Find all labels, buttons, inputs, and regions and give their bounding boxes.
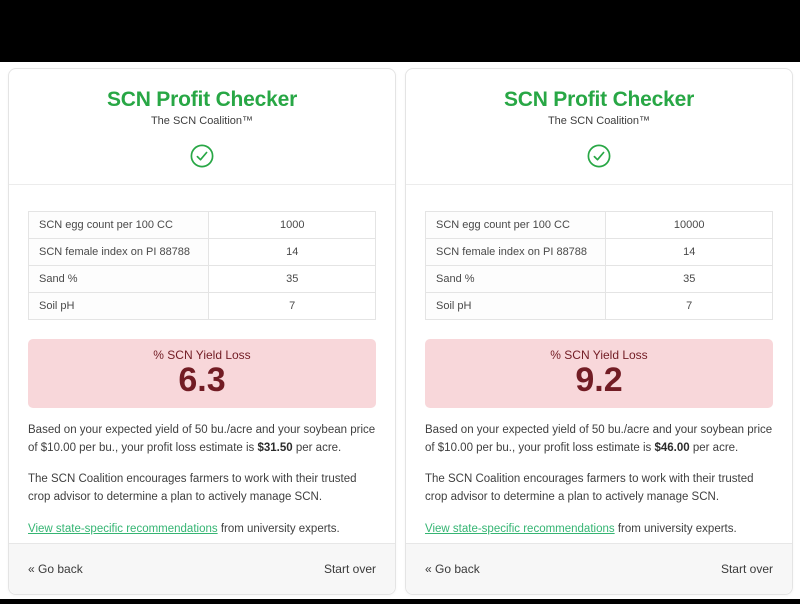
- table-row: SCN female index on PI 88788 14: [424, 238, 773, 266]
- input-value: 35: [208, 265, 376, 293]
- estimate-text-before: Based on your expected yield of 50 bu./a…: [425, 423, 773, 454]
- input-label: Sand %: [27, 265, 210, 293]
- table-row: Soil pH 7: [27, 292, 376, 320]
- scn-result-card-right: SCN Profit Checker The SCN Coalition™ SC…: [405, 68, 793, 595]
- inputs-table: SCN egg count per 100 CC 1000 SCN female…: [27, 211, 376, 320]
- subtitle: The SCN Coalition™: [150, 115, 254, 127]
- input-value: 1000: [208, 211, 376, 239]
- yield-loss-panel: % SCN Yield Loss 9.2: [425, 339, 773, 408]
- profit-loss-amount: $46.00: [654, 441, 690, 454]
- check-circle-icon: [416, 144, 782, 168]
- yield-loss-label: % SCN Yield Loss: [550, 348, 648, 362]
- card-body: SCN egg count per 100 CC 1000 SCN female…: [9, 185, 395, 543]
- recommendations-suffix: from university experts.: [614, 522, 737, 535]
- recommendations-text: View state-specific recommendations from…: [28, 521, 376, 539]
- profit-estimate-text: Based on your expected yield of 50 bu./a…: [425, 422, 773, 458]
- bottom-black-bar: [0, 599, 800, 604]
- input-label: Sand %: [424, 265, 607, 293]
- input-value: 14: [605, 238, 773, 266]
- cards-container: SCN Profit Checker The SCN Coalition™ SC…: [0, 62, 800, 595]
- estimate-text-after: per acre.: [689, 441, 739, 454]
- state-recommendations-link[interactable]: View state-specific recommendations: [425, 522, 615, 535]
- card-header: SCN Profit Checker The SCN Coalition™: [9, 69, 395, 185]
- yield-loss-label: % SCN Yield Loss: [153, 348, 251, 362]
- card-footer: « Go back Start over: [406, 543, 792, 594]
- estimate-text-before: Based on your expected yield of 50 bu./a…: [28, 423, 376, 454]
- yield-loss-value: 6.3: [178, 361, 226, 399]
- page-title: SCN Profit Checker: [106, 88, 298, 111]
- estimate-text-after: per acre.: [292, 441, 342, 454]
- input-label: Soil pH: [424, 292, 607, 320]
- input-label: SCN female index on PI 88788: [27, 238, 210, 266]
- yield-loss-value: 9.2: [575, 361, 623, 399]
- input-label: Soil pH: [27, 292, 210, 320]
- input-label: SCN female index on PI 88788: [424, 238, 607, 266]
- card-body: SCN egg count per 100 CC 10000 SCN femal…: [406, 185, 792, 543]
- check-circle-icon: [19, 144, 385, 168]
- advice-text: The SCN Coalition encourages farmers to …: [28, 473, 357, 504]
- card-header: SCN Profit Checker The SCN Coalition™: [406, 69, 792, 185]
- card-footer: « Go back Start over: [9, 543, 395, 594]
- profit-estimate-text: Based on your expected yield of 50 bu./a…: [28, 422, 376, 458]
- recommendations-suffix: from university experts.: [217, 522, 340, 535]
- table-row: SCN egg count per 100 CC 1000: [27, 211, 376, 239]
- input-value: 7: [208, 292, 376, 320]
- go-back-link[interactable]: « Go back: [425, 562, 480, 576]
- input-value: 14: [208, 238, 376, 266]
- state-recommendations-link[interactable]: View state-specific recommendations: [28, 522, 218, 535]
- inputs-table: SCN egg count per 100 CC 10000 SCN femal…: [424, 211, 773, 320]
- page-title: SCN Profit Checker: [503, 88, 695, 111]
- input-value: 35: [605, 265, 773, 293]
- input-value: 10000: [605, 211, 773, 239]
- table-row: SCN egg count per 100 CC 10000: [424, 211, 773, 239]
- start-over-link[interactable]: Start over: [720, 562, 773, 576]
- start-over-link[interactable]: Start over: [323, 562, 376, 576]
- yield-loss-panel: % SCN Yield Loss 6.3: [28, 339, 376, 408]
- recommendations-text: View state-specific recommendations from…: [425, 521, 773, 539]
- input-value: 7: [605, 292, 773, 320]
- table-row: SCN female index on PI 88788 14: [27, 238, 376, 266]
- table-row: Sand % 35: [27, 265, 376, 293]
- table-row: Soil pH 7: [424, 292, 773, 320]
- table-row: Sand % 35: [424, 265, 773, 293]
- advice-text: The SCN Coalition encourages farmers to …: [425, 473, 754, 504]
- subtitle: The SCN Coalition™: [547, 115, 651, 127]
- profit-loss-amount: $31.50: [257, 441, 293, 454]
- go-back-link[interactable]: « Go back: [28, 562, 83, 576]
- top-black-bar: [0, 0, 800, 62]
- input-label: SCN egg count per 100 CC: [27, 211, 210, 239]
- input-label: SCN egg count per 100 CC: [424, 211, 607, 239]
- scn-result-card-left: SCN Profit Checker The SCN Coalition™ SC…: [8, 68, 396, 595]
